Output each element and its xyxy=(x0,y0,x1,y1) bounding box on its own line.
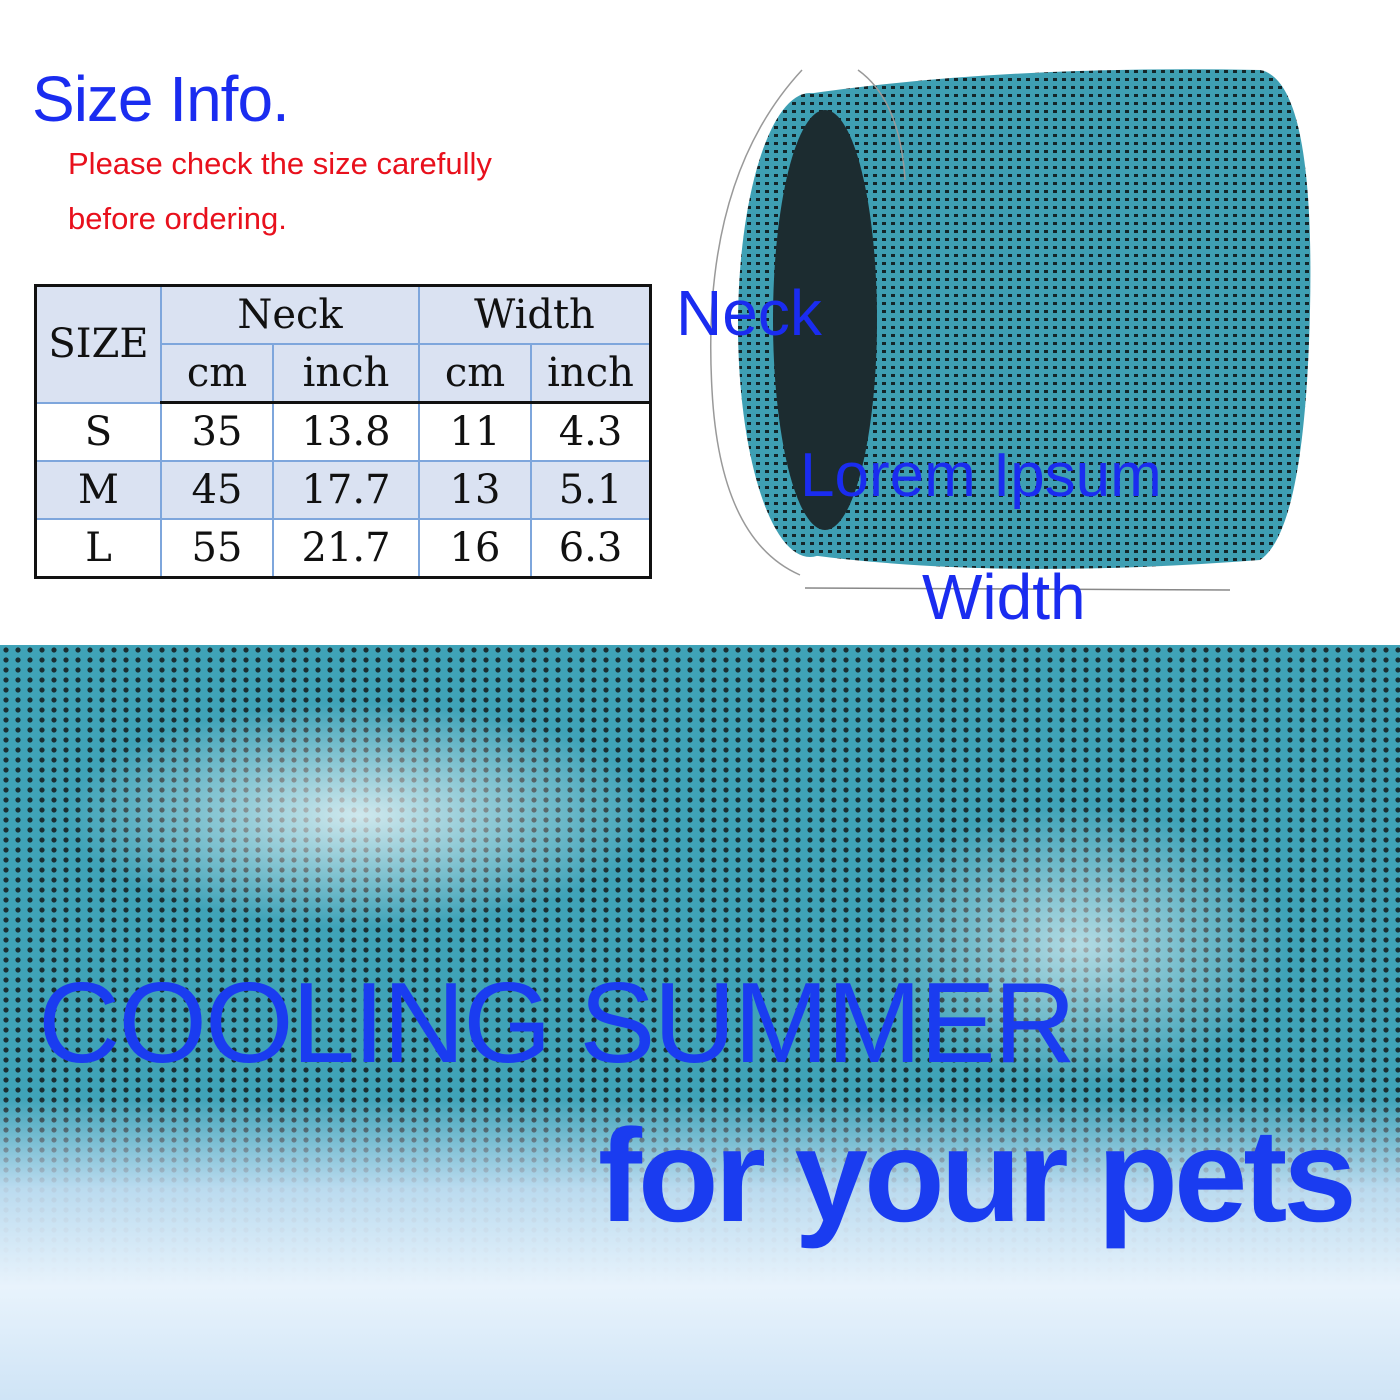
size-note-line1: Please check the size carefully xyxy=(68,146,492,181)
size-note-line2: before ordering. xyxy=(68,201,287,236)
table-row: L 55 21.7 16 6.3 xyxy=(34,518,652,579)
value-cell: 17.7 xyxy=(272,460,420,520)
value-cell: 4.3 xyxy=(530,401,652,462)
size-table: SIZE Neck Width cm inch cm inch S 35 13.… xyxy=(34,284,652,579)
value-cell: 21.7 xyxy=(272,518,420,579)
unit-header: inch xyxy=(272,343,420,404)
neck-header: Neck xyxy=(160,284,420,345)
value-cell: 5.1 xyxy=(530,460,652,520)
value-cell: 16 xyxy=(418,518,532,579)
table-row: S 35 13.8 11 4.3 xyxy=(34,401,652,462)
banner-tagline: for your pets xyxy=(598,1102,1357,1249)
value-cell: 6.3 xyxy=(530,518,652,579)
product-image-neck-gaiter xyxy=(709,69,1311,591)
value-cell: 11 xyxy=(418,401,532,462)
neck-label: Neck xyxy=(676,277,822,349)
width-header: Width xyxy=(418,284,652,345)
value-cell: 13.8 xyxy=(272,401,420,462)
value-cell: 35 xyxy=(160,401,274,462)
table-row: M 45 17.7 13 5.1 xyxy=(34,460,652,520)
unit-header: cm xyxy=(418,343,532,404)
brand-label: Lorem Ipsum xyxy=(800,441,1162,510)
width-label: Width xyxy=(922,561,1086,633)
size-cell: S xyxy=(34,401,162,462)
size-cell: L xyxy=(34,518,162,579)
size-cell: M xyxy=(34,460,162,520)
banner-headline: COOLING SUMMER xyxy=(38,960,1076,1087)
value-cell: 55 xyxy=(160,518,274,579)
page-title: Size Info. xyxy=(32,63,290,135)
size-header: SIZE xyxy=(34,284,162,404)
value-cell: 45 xyxy=(160,460,274,520)
cooling-fabric-ice-banner xyxy=(0,645,1400,1400)
unit-header: inch xyxy=(530,343,652,404)
value-cell: 13 xyxy=(418,460,532,520)
unit-header: cm xyxy=(160,343,274,404)
